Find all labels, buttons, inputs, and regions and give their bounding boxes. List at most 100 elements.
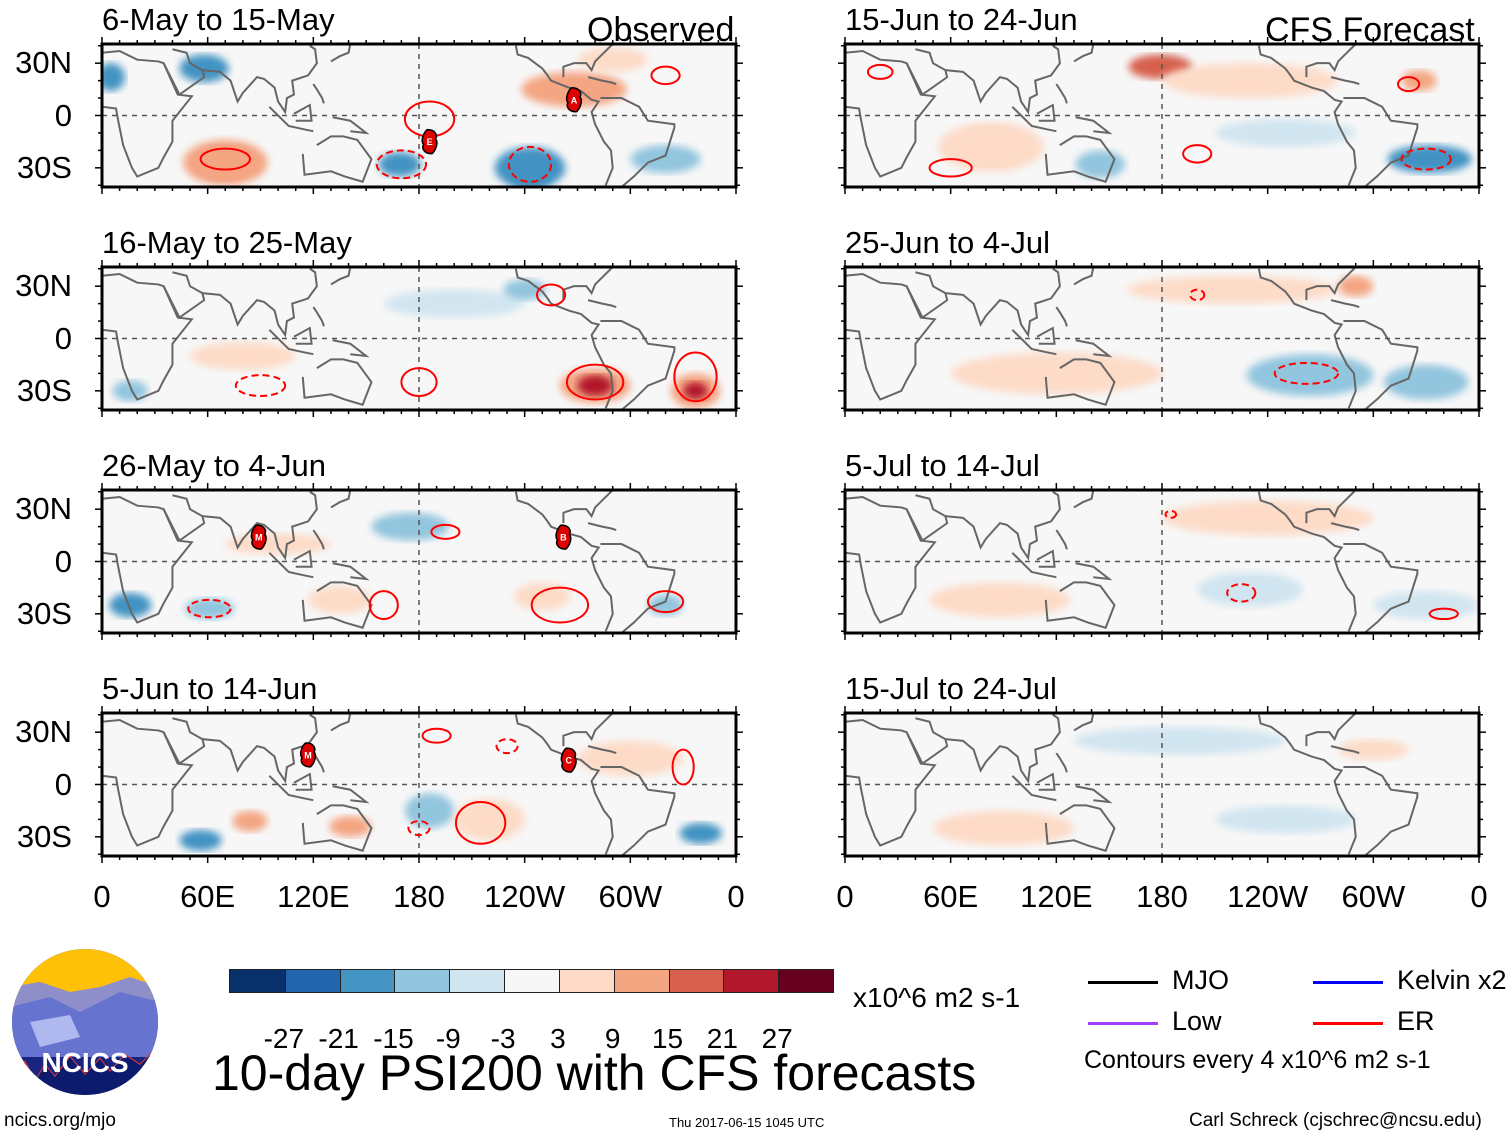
psi-anomaly-region bbox=[378, 152, 421, 177]
coastline bbox=[162, 717, 206, 766]
coastline bbox=[202, 44, 318, 115]
colorbar-label: -3 bbox=[490, 1023, 516, 1054]
tropical-cyclone-icon: B bbox=[555, 524, 572, 550]
coastline bbox=[1011, 552, 1057, 579]
psi-anomaly-region bbox=[630, 145, 701, 174]
coastline bbox=[202, 490, 318, 561]
colorbar-swatch bbox=[394, 970, 451, 992]
panel-title: 15-Jul to 24-Jul bbox=[845, 671, 1057, 706]
psi-anomaly-region bbox=[232, 810, 268, 832]
legend-label: MJO bbox=[1172, 965, 1229, 995]
x-tick-label: 120W bbox=[1227, 879, 1309, 914]
coastline bbox=[1073, 713, 1095, 732]
er-contour bbox=[530, 586, 590, 624]
panel-title: 16-May to 25-May bbox=[102, 225, 352, 260]
colorbar-label: -15 bbox=[373, 1023, 414, 1054]
er-contour bbox=[1164, 509, 1178, 519]
er-contour bbox=[400, 367, 438, 398]
coastline bbox=[1055, 529, 1068, 550]
legend-line-swatch bbox=[1088, 1022, 1158, 1025]
coastline bbox=[330, 267, 352, 286]
coastline bbox=[330, 490, 352, 509]
coastline bbox=[312, 306, 325, 327]
map-panel-forecast bbox=[838, 483, 1486, 640]
coastline bbox=[600, 543, 676, 633]
coastline bbox=[845, 49, 937, 178]
panel-title: 5-Jul to 14-Jul bbox=[845, 448, 1040, 483]
x-tick-label: 0 bbox=[1470, 879, 1488, 914]
coastline bbox=[102, 272, 194, 401]
coastline bbox=[1257, 491, 1357, 632]
coastline bbox=[1073, 490, 1095, 509]
er-contour bbox=[650, 65, 681, 86]
tropical-cyclone-icon: M bbox=[250, 524, 267, 550]
y-tick-label: 30N bbox=[15, 714, 72, 750]
er-contour bbox=[671, 748, 695, 786]
coastline bbox=[1055, 83, 1068, 104]
tropical-cyclone-icon: A bbox=[565, 87, 583, 113]
psi-anomaly-region bbox=[371, 512, 449, 541]
er-contour bbox=[495, 738, 519, 755]
psi-anomaly-region bbox=[1214, 805, 1356, 834]
er-contour bbox=[673, 351, 718, 403]
coastline bbox=[1055, 752, 1068, 773]
legend-line-swatch bbox=[1313, 981, 1383, 984]
contour-note: Contours every 4 x10^6 m2 s-1 bbox=[1084, 1046, 1431, 1074]
coastline bbox=[268, 106, 314, 133]
coastline bbox=[301, 804, 373, 852]
coastline bbox=[587, 745, 617, 755]
storm-letter: C bbox=[565, 756, 572, 766]
map-panel-observed: MC bbox=[95, 706, 743, 863]
y-tick-label: 0 bbox=[54, 320, 72, 356]
y-tick-label: 0 bbox=[54, 543, 72, 579]
coastline bbox=[1257, 268, 1357, 409]
psi-anomaly-region bbox=[938, 122, 1045, 172]
y-tick-label: 30S bbox=[16, 818, 72, 854]
coastline bbox=[102, 718, 194, 847]
coastline bbox=[1036, 772, 1056, 791]
coastline bbox=[330, 713, 352, 732]
coastline bbox=[514, 268, 614, 409]
coastline bbox=[514, 714, 614, 855]
coastline bbox=[1075, 562, 1113, 581]
coastline bbox=[1036, 549, 1056, 568]
coastline bbox=[1330, 522, 1360, 532]
coastline bbox=[1343, 543, 1419, 633]
coastline bbox=[1330, 745, 1360, 755]
footer-author: Carl Schreck (cjschrec@ncsu.edu) bbox=[1189, 1110, 1482, 1131]
psi-anomaly-region bbox=[329, 815, 372, 837]
coastline bbox=[1044, 135, 1116, 183]
er-contour bbox=[407, 820, 431, 837]
colorbar-label: 21 bbox=[706, 1023, 738, 1054]
coastline bbox=[1343, 320, 1419, 410]
psi-anomaly-region bbox=[1383, 364, 1469, 400]
psi-anomaly-region bbox=[577, 375, 613, 397]
er-contour bbox=[421, 727, 452, 744]
coastline bbox=[268, 552, 314, 579]
x-tick-label: 120E bbox=[1020, 879, 1093, 914]
er-contour bbox=[199, 147, 251, 171]
er-contour bbox=[234, 374, 287, 398]
er-contour bbox=[1428, 607, 1459, 621]
er-contour bbox=[1189, 288, 1206, 302]
coastline bbox=[845, 495, 937, 624]
colorbar-label: 3 bbox=[550, 1023, 566, 1054]
colorbar-swatch bbox=[504, 970, 560, 992]
coastline bbox=[845, 718, 937, 847]
psi-anomaly-region bbox=[190, 341, 296, 370]
colorbar-swatch bbox=[558, 970, 615, 992]
colorbar-swatch bbox=[449, 970, 506, 992]
er-contour bbox=[507, 145, 553, 183]
colorbar-label: 27 bbox=[761, 1023, 793, 1054]
er-contour bbox=[375, 149, 428, 180]
y-tick-label: 0 bbox=[54, 766, 72, 802]
coastline bbox=[905, 271, 949, 320]
er-contour bbox=[430, 523, 461, 540]
er-contour bbox=[1273, 361, 1340, 385]
er-contour bbox=[928, 158, 973, 178]
ncics-logo: NCICS bbox=[12, 949, 158, 1095]
coastline bbox=[102, 49, 194, 178]
psi-anomaly-region bbox=[1073, 726, 1286, 755]
coastline bbox=[332, 339, 370, 358]
map-panel-forecast bbox=[838, 260, 1486, 417]
